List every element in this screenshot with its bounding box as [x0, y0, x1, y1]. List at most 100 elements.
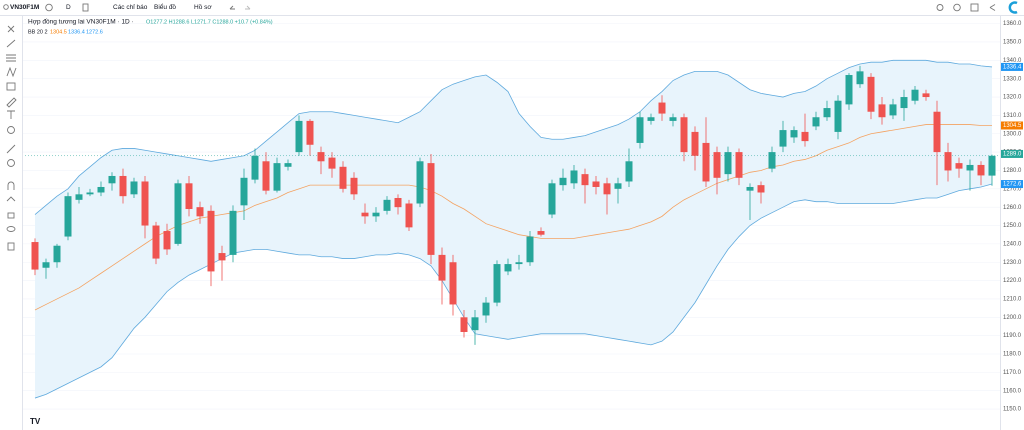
candle-body — [812, 117, 820, 127]
y-tick-label: 1170.0 — [1003, 370, 1022, 376]
delete-tool[interactable] — [7, 242, 15, 251]
magnet-tool[interactable] — [7, 181, 15, 190]
fib-tool[interactable] — [6, 54, 16, 62]
candle-body — [691, 131, 699, 156]
candle-body — [647, 117, 655, 121]
candle-body — [86, 192, 94, 195]
y-tick-label: 1160.0 — [1003, 388, 1022, 394]
icon-tool[interactable] — [7, 126, 15, 134]
search-icon[interactable] — [3, 4, 9, 10]
share-button[interactable] — [989, 4, 996, 11]
band-line — [34, 124, 992, 311]
candle-body — [702, 142, 710, 182]
y-tick-label: 1310.0 — [1003, 113, 1022, 119]
zoom-tool[interactable] — [7, 159, 15, 167]
candle-body — [867, 76, 875, 112]
price-axis: 1150.0 1160.0 1170.0 1180.0 1190.0 1200.0 1210… — [1000, 15, 1023, 430]
candle-body — [834, 100, 842, 132]
indicators-button[interactable]: Các chỉ báo — [113, 3, 148, 11]
candle-body — [394, 197, 402, 208]
candle-body — [295, 120, 303, 153]
price-marker-label: 1272.6 — [1003, 182, 1022, 188]
y-tick-label: 1240.0 — [1003, 241, 1022, 247]
profile-menu[interactable]: Hồ sơ — [194, 2, 212, 11]
candle-body — [603, 183, 611, 195]
candle-body — [669, 117, 677, 121]
prediction-tool[interactable] — [6, 82, 16, 91]
candle-body — [944, 152, 952, 171]
y-tick-label: 1230.0 — [1003, 260, 1022, 266]
y-tick-label: 1360.0 — [1003, 21, 1022, 27]
candle-body — [823, 108, 831, 118]
candle-body — [174, 183, 182, 244]
y-tick-label: 1340.0 — [1003, 58, 1022, 64]
redo-button[interactable] — [245, 5, 251, 10]
candle-body — [317, 152, 325, 162]
candle-body — [427, 163, 435, 255]
watermark-logo: TV — [30, 417, 41, 426]
candle-body — [493, 264, 501, 303]
settings-button[interactable] — [953, 3, 961, 12]
y-tick-label: 1300.0 — [1003, 131, 1022, 137]
price-marker — [1001, 121, 1023, 130]
candle-body — [163, 231, 171, 250]
brush-tool[interactable] — [6, 97, 17, 108]
candle-body — [240, 177, 248, 206]
y-tick-label: 1210.0 — [1003, 297, 1022, 303]
y-tick-label: 1220.0 — [1003, 278, 1022, 284]
y-tick-label: 1350.0 — [1003, 40, 1022, 46]
candle-body — [75, 194, 83, 200]
indicator-value: 1272.6 — [86, 29, 103, 35]
snapshot-button[interactable] — [936, 4, 944, 11]
candle-body — [988, 155, 996, 176]
candle-body — [262, 161, 270, 191]
candle-body — [911, 89, 919, 101]
pattern-tool[interactable] — [6, 66, 17, 78]
candle-body — [900, 97, 908, 109]
price-marker — [1001, 149, 1023, 158]
interval[interactable]: D — [66, 4, 71, 11]
candle-body — [350, 177, 358, 195]
measure-tool[interactable] — [6, 144, 16, 154]
hide-tool[interactable] — [6, 226, 16, 232]
y-tick-label: 1270.0 — [1003, 186, 1022, 192]
compare-button[interactable] — [45, 3, 53, 12]
candle-body — [658, 102, 666, 114]
candle-body — [977, 164, 985, 176]
candle-body — [581, 174, 589, 186]
candle-body — [372, 212, 380, 217]
y-tick-label: 1260.0 — [1003, 205, 1022, 211]
top-toolbar — [0, 0, 1024, 15]
stay-drawing-tool[interactable] — [6, 196, 16, 202]
crosshair-tool[interactable] — [7, 25, 15, 33]
candle-body — [460, 317, 468, 332]
candle-body — [570, 170, 578, 184]
text-tool[interactable] — [7, 110, 15, 119]
candle-body — [438, 254, 446, 281]
y-tick-label: 1190.0 — [1003, 333, 1022, 339]
fullscreen-button[interactable] — [970, 3, 979, 12]
candle-body — [471, 317, 479, 331]
undo-button[interactable] — [229, 5, 235, 10]
lock-tool[interactable] — [7, 212, 15, 219]
symbol[interactable]: VN30F1M — [10, 4, 39, 11]
candle-body — [625, 161, 633, 182]
chart-menu[interactable]: Biểu đồ — [154, 2, 176, 11]
candle-body — [339, 166, 347, 189]
candle-body — [504, 264, 512, 272]
candle-body — [64, 196, 72, 237]
candle-body — [790, 130, 798, 138]
candle-body — [273, 163, 281, 191]
trendline-tool[interactable] — [6, 39, 16, 48]
bar-style-button[interactable] — [82, 3, 89, 12]
y-tick-label: 1150.0 — [1003, 407, 1022, 413]
candle-body — [284, 163, 292, 167]
candle-body — [383, 199, 391, 211]
candle-body — [130, 181, 138, 195]
y-tick-label: 1280.0 — [1003, 168, 1022, 174]
candle-body — [724, 152, 732, 175]
candle-body — [636, 117, 644, 143]
candle-body — [779, 130, 787, 147]
candle-body — [108, 175, 116, 184]
ohlc-legend: O1277.2 H1288.6 L1271.7 C1288.0 +10.7 (+… — [146, 19, 273, 25]
